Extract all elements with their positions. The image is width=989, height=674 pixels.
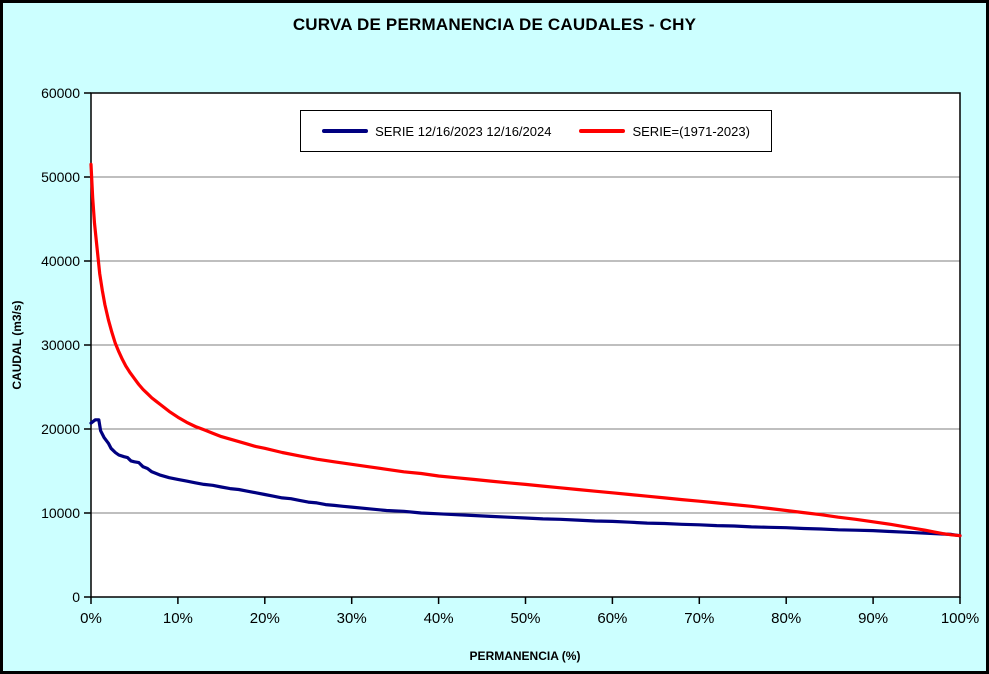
chart-legend: SERIE 12/16/2023 12/16/2024 SERIE=(1971-…	[300, 110, 772, 152]
plot-border	[90, 92, 961, 598]
x-tick-label: 100%	[941, 610, 979, 627]
y-tick-label: 20000	[41, 421, 80, 437]
x-tick-label: 0%	[80, 610, 102, 627]
y-axis-title: CAUDAL (m3/s)	[10, 300, 24, 390]
series-line-0	[89, 418, 962, 538]
flow-duration-chart: 0 10000 20000 30000 40000 50000 60000 0% 10% 20% 3…	[41, 85, 979, 627]
legend-label-serie-2023-2024: SERIE 12/16/2023 12/16/2024	[375, 123, 552, 139]
x-tick-label: 40%	[424, 610, 454, 627]
y-tick-label: 40000	[41, 253, 80, 269]
y-tick-label: 30000	[41, 337, 80, 353]
x-axis-title: PERMANENCIA (%)	[469, 649, 581, 663]
y-tick-label: 0	[72, 589, 80, 605]
x-tick-label: 20%	[250, 610, 280, 627]
legend-line-red-icon	[579, 129, 626, 133]
x-tick-label: 80%	[771, 610, 801, 627]
legend-item-serie-2023-2024: SERIE 12/16/2023 12/16/2024	[322, 124, 551, 139]
chart-title: CURVA DE PERMANENCIA DE CAUDALES - CHY	[292, 15, 697, 34]
x-tick-label: 90%	[858, 610, 888, 627]
x-tick-label: 70%	[684, 610, 714, 627]
y-tick-label: 50000	[41, 169, 80, 185]
y-tick-label: 60000	[41, 85, 80, 101]
series-line-1	[89, 162, 962, 538]
legend-item-serie-1971-2023: SERIE=(1971-2023)	[579, 123, 750, 139]
x-tick-label: 10%	[163, 610, 193, 627]
x-tick-label: 30%	[337, 610, 367, 627]
y-tick-label: 10000	[41, 505, 80, 521]
x-tick-label: 60%	[597, 610, 627, 627]
legend-line-blue-icon	[322, 129, 369, 133]
x-tick-label: 50%	[510, 610, 540, 627]
legend-label-serie-1971-2023: SERIE=(1971-2023)	[632, 123, 750, 139]
